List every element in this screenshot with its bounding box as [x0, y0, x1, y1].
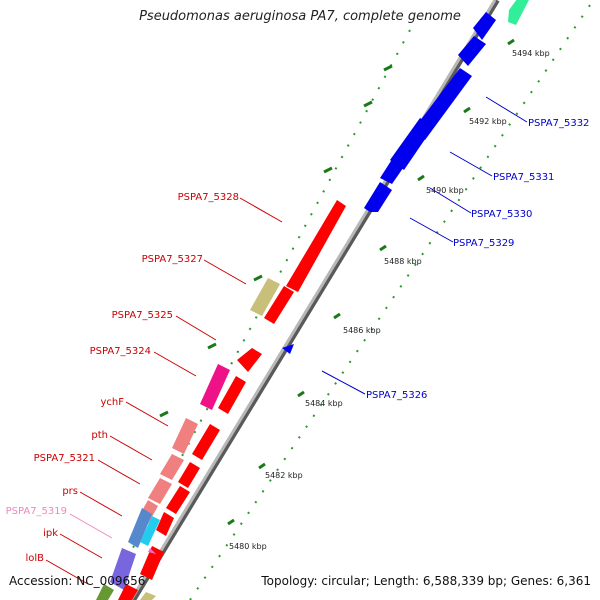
gene-pspa7-5328[interactable] — [286, 200, 346, 292]
leader-line-pspa7-5332 — [485, 96, 528, 123]
gene-lolb-tan[interactable] — [140, 592, 156, 600]
backbone-tick-3 — [159, 410, 169, 418]
gene-prs[interactable] — [156, 512, 174, 536]
gene-pspa7-5331[interactable] — [458, 36, 486, 66]
tick-label: 5480 kbp — [229, 542, 267, 551]
label-pspa7-5332[interactable]: PSPA7_5332 — [528, 118, 589, 129]
tick-label: 5484 kbp — [305, 399, 343, 408]
backbone-tick-2 — [207, 342, 217, 350]
tick-label: 5494 kbp — [512, 49, 550, 58]
tick-label: 5482 kbp — [265, 471, 303, 480]
gene-pth-red[interactable] — [178, 462, 200, 488]
leader-line-ychf — [125, 401, 169, 427]
gene-lolb-red[interactable] — [118, 584, 138, 600]
label-pspa7-5328[interactable]: PSPA7_5328 — [178, 192, 239, 203]
leader-line-pspa7-5331 — [449, 151, 493, 177]
leader-line-pspa7-5328 — [239, 197, 283, 223]
gene-ychf[interactable] — [172, 418, 198, 454]
gene-ychf-red[interactable] — [192, 424, 220, 460]
scale-ticks — [227, 38, 515, 526]
inner-dotted-guide — [189, 4, 591, 600]
tick-mark-5484 — [297, 390, 305, 398]
leader-line-pspa7-5327 — [203, 259, 247, 285]
tick-mark-5490 — [417, 174, 425, 182]
genome-summary-text: Topology: circular; Length: 6,588,339 bp… — [261, 574, 591, 588]
label-pspa7-5321[interactable]: PSPA7_5321 — [34, 453, 95, 464]
leader-line-pspa7-5319 — [69, 513, 113, 539]
leader-line-pspa7-5325 — [175, 315, 217, 341]
accession-text: Accession: NC_009656 — [9, 574, 146, 588]
genome-backbone — [129, 0, 497, 600]
gene-pspa7-5329b[interactable] — [364, 182, 392, 212]
backbone-tick-1 — [253, 274, 263, 282]
tick-mark-5482 — [258, 462, 266, 470]
gene-pth[interactable] — [160, 454, 184, 480]
label-ipk[interactable]: ipk — [43, 528, 58, 539]
gene-pspa7-5321[interactable] — [148, 478, 172, 504]
tick-mark-5494 — [507, 38, 515, 46]
backbone-ticks — [159, 64, 393, 418]
gene-pspa7-5326[interactable] — [282, 344, 294, 354]
map-title: Pseudomonas aeruginosa PA7, complete gen… — [139, 9, 461, 24]
label-ychf[interactable]: ychF — [100, 397, 124, 408]
label-prs[interactable]: prs — [62, 486, 78, 497]
gene-pspa7-5319[interactable] — [128, 508, 152, 548]
tick-label: 5490 kbp — [426, 186, 464, 195]
gene-ipk-pink[interactable] — [148, 548, 156, 554]
leader-line-ipk — [59, 533, 103, 559]
label-pspa7-5324[interactable]: PSPA7_5324 — [90, 346, 151, 357]
backbone-tick-5 — [363, 100, 373, 108]
label-pth[interactable]: pth — [91, 430, 108, 441]
reverse-gene-labels — [321, 96, 528, 395]
gene-lolb-green[interactable] — [96, 584, 114, 600]
label-pspa7-5325[interactable]: PSPA7_5325 — [112, 310, 173, 321]
tick-label: 5492 kbp — [469, 117, 507, 126]
label-pspa7-5331[interactable]: PSPA7_5331 — [493, 172, 554, 183]
label-lolb[interactable]: lolB — [25, 553, 44, 564]
label-pspa7-5330[interactable]: PSPA7_5330 — [471, 209, 532, 220]
leader-line-prs — [79, 491, 123, 517]
tick-label: 5488 kbp — [384, 257, 422, 266]
leader-line-pspa7-5330 — [429, 187, 472, 214]
gene-pspa7-5333[interactable] — [508, 0, 530, 25]
label-pspa7-5329[interactable]: PSPA7_5329 — [453, 238, 514, 249]
leader-line-pspa7-5329 — [409, 217, 454, 243]
gene-pspa7-5324[interactable] — [200, 364, 230, 410]
leader-line-pspa7-5326 — [321, 370, 366, 395]
backbone-shadow — [130, 0, 500, 600]
gene-pspa7-5324-red[interactable] — [218, 376, 246, 414]
gene-pspa7-5332[interactable] — [473, 12, 496, 40]
backbone-tick-4 — [323, 166, 333, 174]
leader-line-pth — [109, 435, 153, 461]
gene-pspa7-5319b[interactable] — [140, 516, 160, 546]
gene-pspa7-5327[interactable] — [250, 278, 280, 316]
label-pspa7-5319[interactable]: PSPA7_5319 — [6, 506, 67, 517]
gene-pspa7-5325[interactable] — [237, 348, 262, 372]
tick-mark-5486 — [333, 312, 341, 320]
gene-ipk[interactable] — [110, 548, 136, 590]
tick-label: 5486 kbp — [343, 326, 381, 335]
label-pspa7-5327[interactable]: PSPA7_5327 — [142, 254, 203, 265]
gene-pspa7-5330a[interactable] — [413, 68, 472, 140]
tick-mark-5488 — [379, 244, 387, 252]
gene-pspa7-5321-red[interactable] — [166, 486, 190, 514]
gene-pspa7-5327-red[interactable] — [264, 286, 294, 324]
backbone-tick-6 — [383, 64, 393, 72]
leader-line-pspa7-5321 — [97, 459, 141, 485]
leader-line-lolb — [45, 559, 89, 585]
label-pspa7-5326[interactable]: PSPA7_5326 — [366, 390, 427, 401]
gene-ipk-red[interactable] — [140, 546, 164, 580]
tick-mark-5492 — [463, 106, 471, 114]
leader-line-pspa7-5324 — [153, 351, 197, 377]
forward-gene-labels — [45, 197, 283, 585]
gene-pspa7-5329a[interactable] — [380, 150, 410, 184]
tick-mark-5480 — [227, 518, 235, 526]
